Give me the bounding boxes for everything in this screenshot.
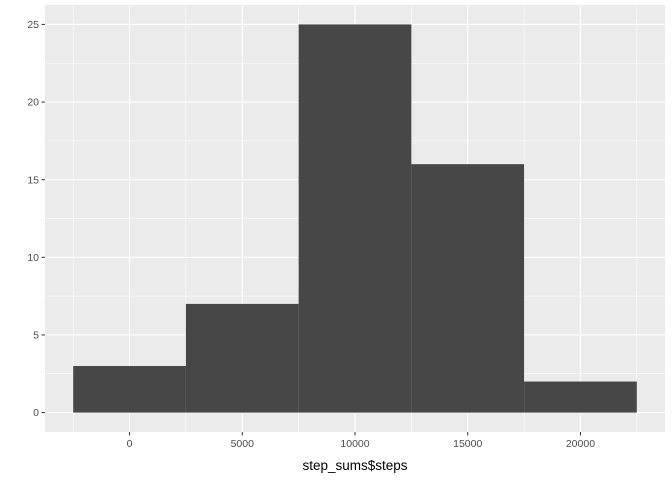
histogram-bar-2 — [185, 303, 299, 413]
y-tick-label: 25 — [27, 19, 39, 31]
x-axis: 0 5000 10000 15000 20000 — [127, 432, 595, 450]
y-tick-label: 10 — [27, 252, 39, 264]
y-tick-label: 20 — [27, 97, 39, 109]
histogram-bar-5 — [524, 381, 637, 413]
x-tick-label: 5000 — [231, 438, 255, 450]
x-axis-title: step_sums$steps — [302, 458, 407, 473]
histogram-bar-3 — [298, 24, 412, 413]
x-tick-label: 15000 — [453, 438, 482, 450]
x-tick-label: 0 — [127, 438, 133, 450]
histogram-bar-1 — [73, 366, 186, 413]
histogram-bar-4 — [411, 164, 525, 413]
y-tick-label: 0 — [33, 407, 39, 419]
x-tick-label: 20000 — [566, 438, 595, 450]
y-axis: 0 5 10 15 20 25 — [27, 19, 45, 419]
x-tick-label: 10000 — [340, 438, 369, 450]
y-tick-label: 15 — [27, 174, 39, 186]
y-tick-label: 5 — [33, 330, 39, 342]
histogram-bars — [73, 24, 637, 413]
